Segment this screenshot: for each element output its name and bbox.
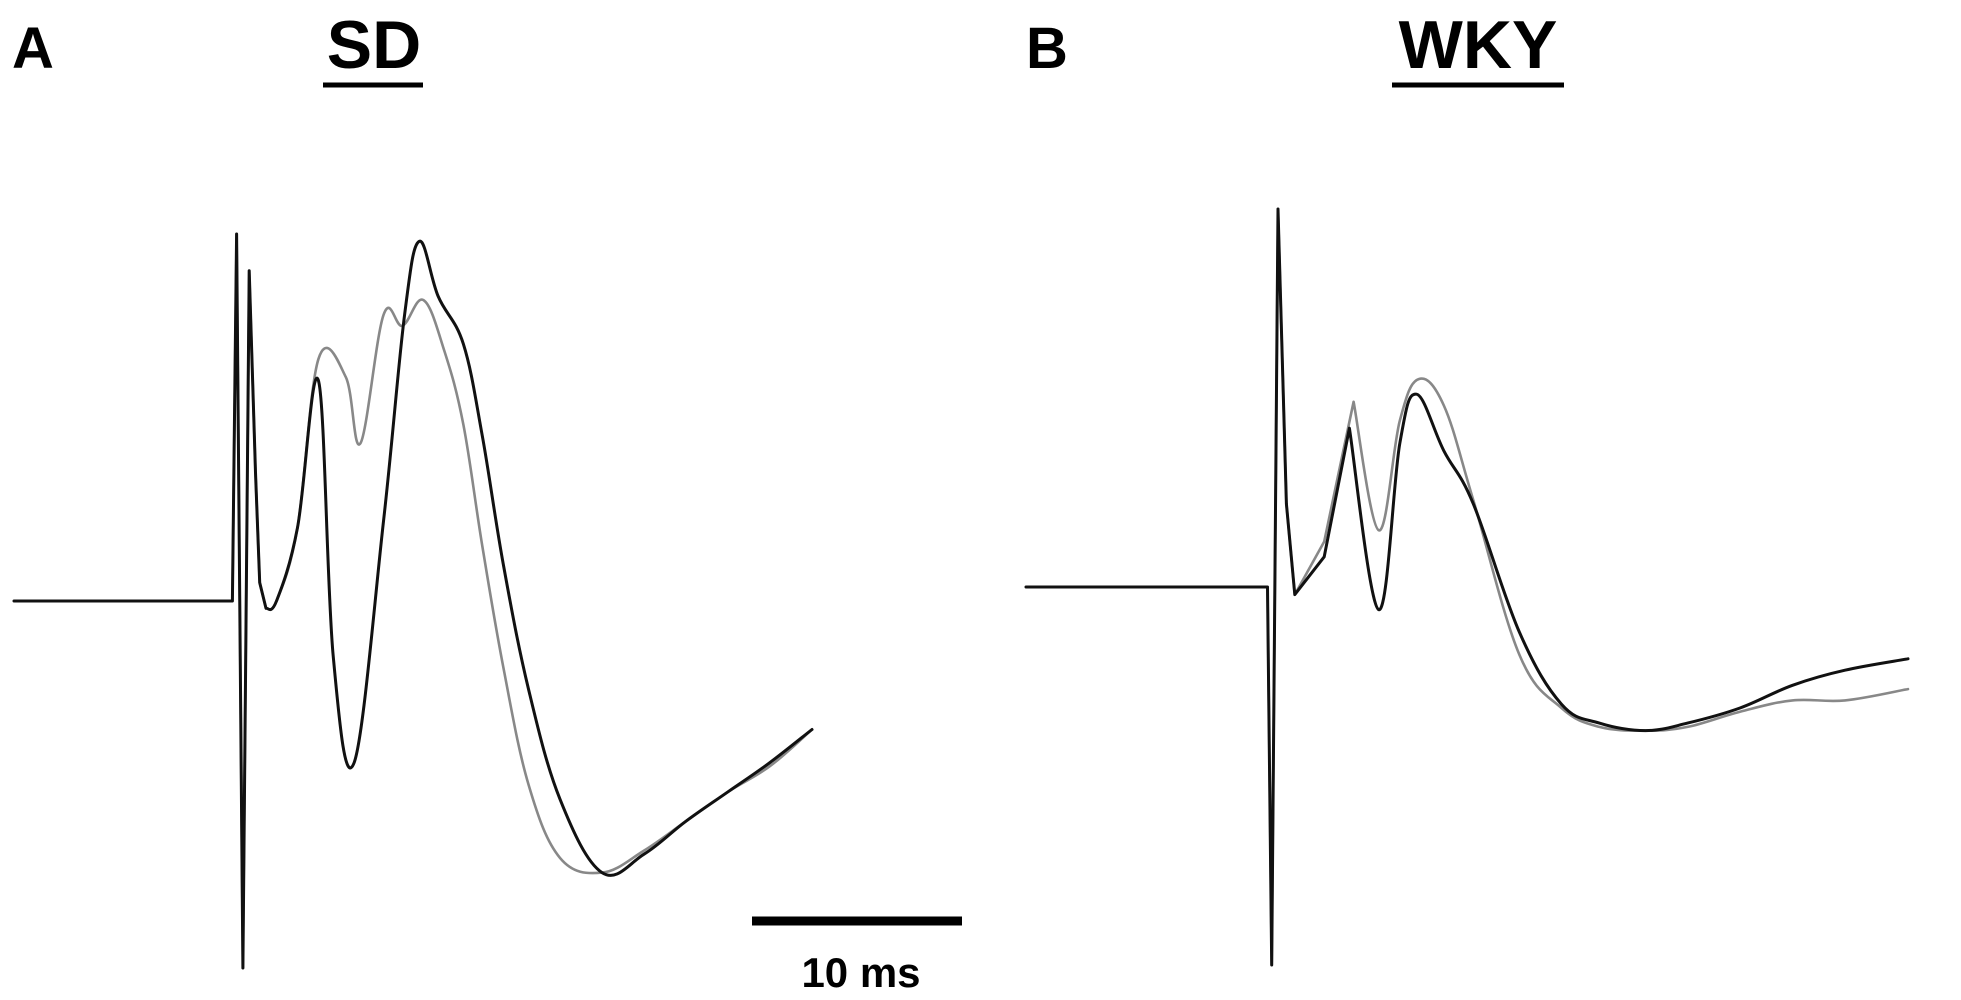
panel-title-wky: WKY bbox=[1399, 7, 1558, 83]
panel-label-b: B bbox=[1026, 16, 1068, 81]
panel-a-trace-black bbox=[12, 232, 814, 970]
scale-bar-label: 10 ms bbox=[801, 949, 920, 996]
panel-b-trace-gray bbox=[1024, 207, 1910, 967]
panel-label-a: A bbox=[12, 16, 54, 81]
panel-a-plot bbox=[12, 232, 814, 970]
panel-title-sd: SD bbox=[327, 7, 421, 83]
panel-b-trace-black bbox=[1024, 207, 1910, 967]
panel-b-plot bbox=[1024, 207, 1910, 967]
